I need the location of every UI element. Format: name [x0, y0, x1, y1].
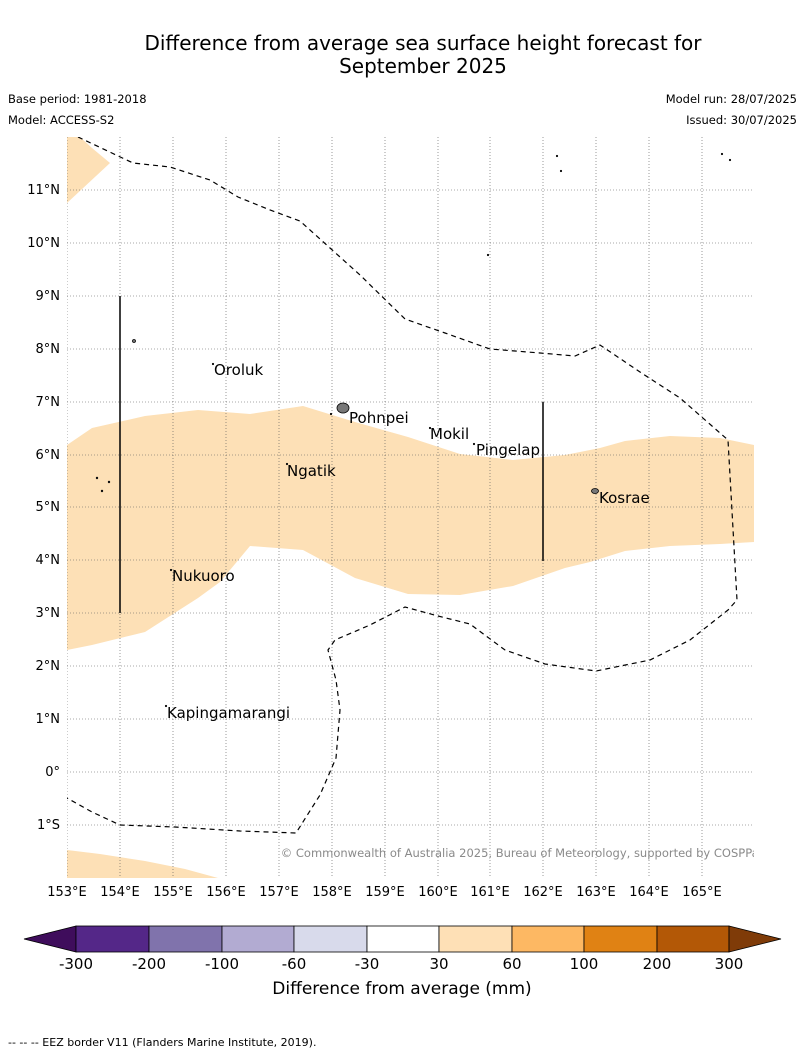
lat-tick: 1°S [37, 818, 60, 833]
place-kapingamarangi: Kapingamarangi [167, 704, 290, 722]
lon-tick: 156°E [206, 885, 246, 900]
colorbar-label: -60 [282, 955, 307, 973]
lat-tick: 2°N [36, 659, 61, 674]
colorbar-segment [656, 925, 730, 953]
lon-tick: 163°E [576, 885, 616, 900]
eez-footnote: -- -- -- EEZ border V11 (Flanders Marine… [8, 1036, 317, 1049]
title-line-1: Difference from average sea surface heig… [144, 31, 702, 55]
lon-tick: 164°E [629, 885, 669, 900]
place-pohnpei: Pohnpei [349, 409, 409, 427]
lon-tick: 160°E [418, 885, 458, 900]
colorbar-segment [293, 925, 368, 953]
colorbar-segment [438, 925, 513, 953]
anomaly-band [67, 406, 754, 650]
colorbar-label: -200 [132, 955, 166, 973]
pohnpei-island [336, 402, 350, 414]
colorbar-label: 100 [570, 955, 599, 973]
place-kosrae: Kosrae [599, 489, 650, 507]
lat-tick: 11°N [27, 183, 60, 198]
place-mokil: Mokil [430, 425, 469, 443]
lat-tick: 3°N [36, 606, 61, 621]
model-run-label: Model run: 28/07/2025 [665, 92, 797, 106]
colorbar-segment [221, 925, 295, 953]
colorbar-label: 200 [643, 955, 672, 973]
anomaly-patch-southwest [67, 850, 218, 878]
place-ngatik: Ngatik [287, 462, 336, 480]
place-pingelap: Pingelap [476, 441, 540, 459]
lon-tick: 154°E [100, 885, 140, 900]
lon-tick: 158°E [312, 885, 352, 900]
issued-label: Issued: 30/07/2025 [686, 113, 797, 127]
colorbar-segment [511, 925, 585, 953]
colorbar-title: Difference from average (mm) [272, 979, 532, 999]
lat-tick: 7°N [36, 395, 61, 410]
colorbar-segment [148, 925, 223, 953]
lat-tick: 10°N [27, 236, 60, 251]
colorbar-segment [583, 925, 658, 953]
place-nukuoro: Nukuoro [172, 567, 235, 585]
islands [95, 152, 732, 708]
title-line-2: September 2025 [339, 54, 507, 78]
lon-tick: 157°E [259, 885, 299, 900]
lon-tick: 165°E [682, 885, 722, 900]
map-area: Oroluk Pohnpei Mokil Pingelap Ngatik Kos… [67, 137, 765, 878]
colorbar-segment [75, 925, 150, 953]
lon-tick: 162°E [523, 885, 563, 900]
lat-tick: 6°N [36, 448, 61, 463]
lat-tick: 8°N [36, 342, 61, 357]
colorbar-extend-high [728, 925, 782, 953]
colorbar-label: -300 [59, 955, 93, 973]
anomaly-patch-northwest [67, 137, 110, 203]
chart-title: Difference from average sea surface heig… [0, 32, 804, 78]
kosrae-island [591, 488, 599, 494]
colorbar-extend-low [23, 925, 77, 953]
colorbar-label: 30 [429, 955, 448, 973]
model-label: Model: ACCESS-S2 [8, 113, 115, 127]
colorbar [23, 925, 782, 953]
lat-tick: 9°N [36, 289, 61, 304]
lat-tick: 4°N [36, 553, 61, 568]
graticule [67, 137, 754, 878]
lon-tick: 161°E [470, 885, 510, 900]
eez-border [67, 137, 738, 834]
lon-tick: 155°E [153, 885, 193, 900]
colorbar-label: 60 [502, 955, 521, 973]
colorbar-segment [366, 925, 440, 953]
colorbar-label: 300 [715, 955, 744, 973]
lat-tick: 5°N [36, 500, 61, 515]
lat-tick: 0° [45, 765, 60, 780]
colorbar-label: -100 [205, 955, 239, 973]
lat-tick: 1°N [36, 712, 61, 727]
lon-tick: 159°E [365, 885, 405, 900]
lon-tick: 153°E [47, 885, 87, 900]
base-period-label: Base period: 1981-2018 [8, 92, 147, 106]
copyright-notice: © Commonwealth of Australia 2025, Bureau… [281, 846, 765, 860]
place-oroluk: Oroluk [214, 361, 263, 379]
colorbar-label: -30 [355, 955, 380, 973]
